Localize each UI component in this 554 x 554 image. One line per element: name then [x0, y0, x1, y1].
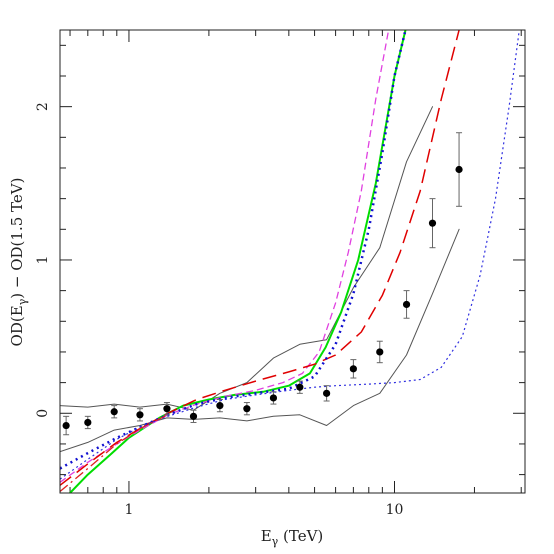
y-tick-label: 2 — [35, 102, 51, 111]
plot-frame — [59, 29, 526, 494]
series-line-magenta-red-dash-dot — [60, 414, 169, 493]
data-point — [349, 365, 357, 373]
data-point — [163, 405, 171, 413]
series-line-blue-dotted-thick — [60, 30, 407, 470]
y-axis-title-sub: γ — [16, 298, 29, 305]
data-point — [428, 219, 437, 227]
series-line-green-solid — [69, 30, 407, 493]
data-point — [323, 389, 331, 397]
data-point — [455, 165, 463, 174]
series-line-blue-dotted-thin — [60, 30, 520, 480]
data-point — [189, 412, 198, 420]
data-point — [376, 348, 384, 356]
series-line-magenta-short-dash — [60, 30, 390, 483]
axis-ticks — [60, 30, 525, 493]
x-axis-title-main: E — [261, 527, 272, 545]
series-line-lower-band — [60, 228, 460, 453]
data-point — [62, 421, 70, 430]
tick-labels: 1 10 0 1 2 — [35, 102, 403, 518]
data-point — [110, 408, 118, 416]
data-point — [216, 402, 224, 410]
series-line-red-long-dash — [60, 30, 460, 486]
data-point — [243, 405, 251, 413]
data-points — [62, 132, 463, 436]
band-lines — [60, 30, 520, 493]
y-tick-label: 0 — [35, 409, 51, 418]
y-tick-label: 1 — [35, 256, 51, 265]
series-line-upper-band — [60, 106, 433, 411]
y-axis-title: OD(Eγ) − OD(1.5 TeV) — [8, 178, 29, 347]
y-axis-title-post: ) − OD(1.5 TeV) — [8, 178, 26, 299]
x-axis-title: Eγ (TeV) — [261, 527, 324, 548]
x-axis-title-sub: γ — [272, 535, 279, 548]
data-point — [136, 411, 144, 419]
x-tick-label: 1 — [124, 502, 133, 518]
x-tick-label: 10 — [386, 502, 404, 518]
data-point — [84, 418, 92, 427]
data-point — [269, 394, 278, 402]
y-axis-title-pre: OD(E — [8, 305, 26, 346]
x-axis-title-unit: (TeV) — [278, 527, 323, 545]
data-point — [402, 300, 411, 309]
data-point — [296, 383, 304, 391]
